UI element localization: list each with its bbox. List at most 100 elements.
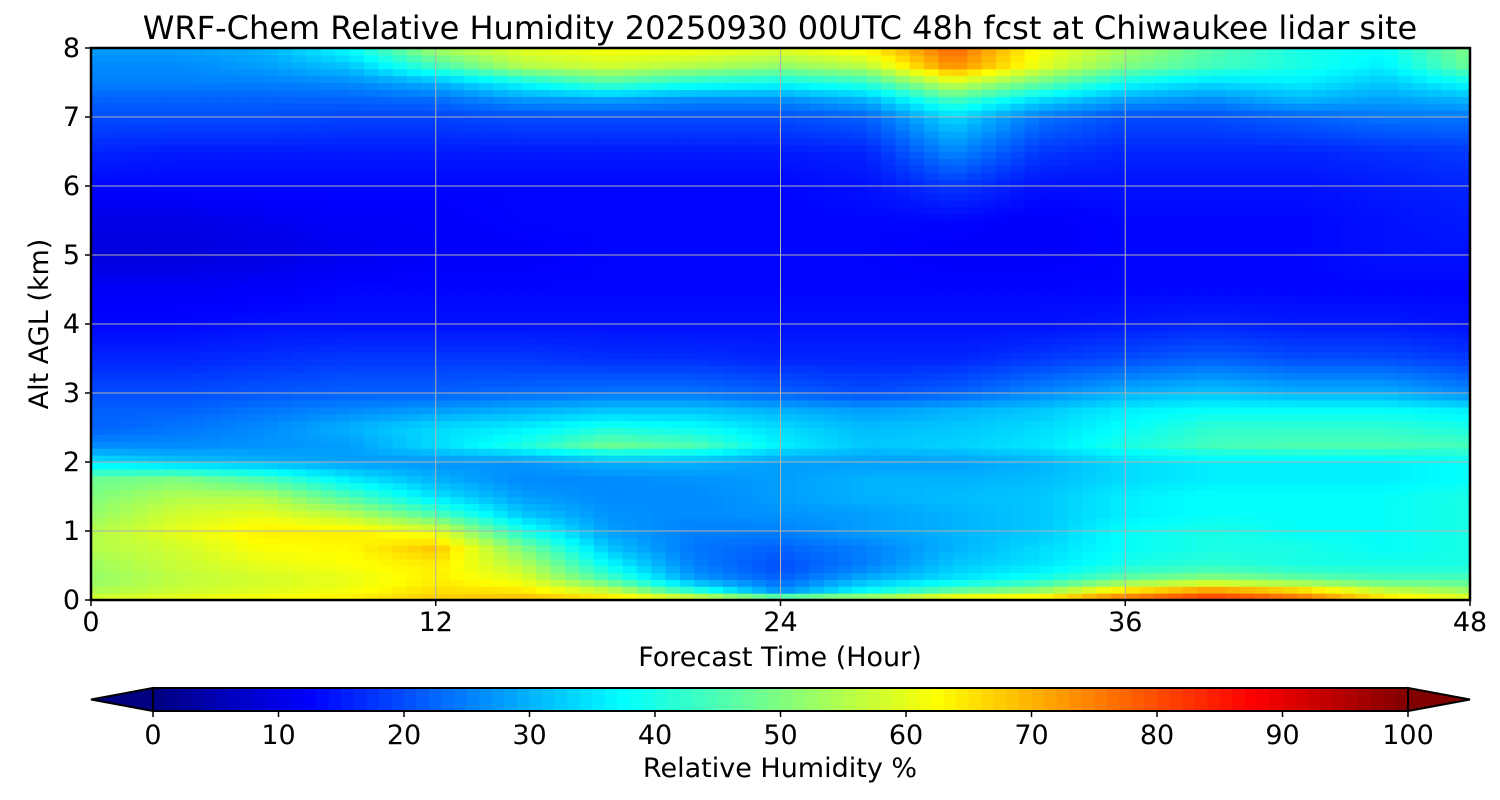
rh-cell: [1268, 572, 1284, 580]
rh-cell: [780, 579, 796, 587]
rh-cell: [1340, 475, 1356, 484]
rh-cell: [1311, 310, 1327, 318]
rh-cell: [105, 234, 121, 242]
rh-cell: [751, 393, 767, 401]
rh-cell: [809, 537, 825, 546]
rh-cell: [277, 379, 293, 387]
rh-cell: [335, 544, 351, 553]
rh-cell: [378, 372, 394, 380]
rh-cell: [1254, 537, 1270, 546]
rh-cell: [608, 282, 624, 291]
rh-cell: [1412, 537, 1428, 546]
rh-cell: [952, 489, 968, 498]
rh-cell: [881, 406, 897, 415]
rh-cell: [866, 434, 882, 442]
rh-cell: [1125, 503, 1141, 511]
rh-cell: [1268, 586, 1284, 594]
rh-cell: [780, 413, 796, 422]
rh-cell: [363, 393, 379, 401]
rh-cell: [593, 379, 609, 387]
rh-cell: [421, 358, 437, 366]
rh-cell: [507, 261, 523, 270]
rh-cell: [249, 289, 264, 297]
rh-cell: [292, 579, 308, 587]
rh-cell: [392, 268, 408, 277]
rh-cell: [1125, 517, 1141, 525]
rh-cell: [1326, 351, 1342, 360]
rh-cell: [780, 379, 796, 387]
rh-cell: [651, 255, 667, 263]
rh-cell: [622, 558, 638, 567]
rh-cell: [1268, 386, 1284, 394]
rh-cell: [608, 248, 624, 256]
rh-cell: [895, 386, 911, 394]
rh-cell: [665, 317, 681, 325]
rh-cell: [909, 537, 925, 546]
rh-cell: [493, 565, 509, 573]
rh-cell: [1455, 496, 1470, 504]
rh-cell: [1082, 324, 1098, 332]
rh-cell: [1024, 482, 1040, 491]
rh-cell: [1426, 524, 1442, 532]
rh-cell: [349, 468, 365, 477]
rh-cell: [823, 393, 839, 401]
rh-cell: [852, 517, 868, 525]
rh-cell: [952, 468, 968, 477]
rh-cell: [952, 372, 968, 380]
rh-cell: [794, 261, 810, 270]
rh-cell: [809, 503, 825, 511]
rh-cell: [608, 406, 624, 415]
rh-cell: [967, 275, 983, 284]
rh-cell: [407, 296, 422, 304]
rh-cell: [737, 434, 753, 442]
rh-cell: [737, 406, 753, 415]
rh-cell: [938, 551, 954, 560]
rh-cell: [952, 579, 968, 587]
rh-cell: [1182, 434, 1198, 442]
rh-cell: [1153, 448, 1169, 456]
rh-cell: [651, 372, 667, 380]
rh-cell: [1455, 248, 1470, 256]
rh-cell: [1441, 324, 1457, 332]
rh-cell: [837, 275, 853, 284]
rh-cell: [493, 255, 509, 263]
rh-cell: [1010, 261, 1026, 270]
rh-cell: [1398, 565, 1414, 573]
rh-cell: [277, 241, 293, 249]
rh-cell: [306, 358, 322, 366]
rh-cell: [1398, 482, 1414, 491]
rh-cell: [823, 531, 839, 539]
rh-cell: [1441, 248, 1457, 256]
rh-cell: [450, 468, 466, 477]
rh-cell: [1110, 524, 1126, 532]
rh-cell: [1340, 503, 1356, 511]
rh-cell: [1197, 524, 1213, 532]
rh-cell: [1110, 358, 1126, 366]
rh-cell: [105, 399, 121, 408]
rh-cell: [249, 393, 264, 401]
rh-cell: [909, 282, 925, 291]
rh-cell: [292, 441, 308, 449]
rh-cell: [1254, 586, 1270, 594]
rh-cell: [967, 372, 983, 380]
rh-cell: [91, 317, 106, 325]
rh-cell: [249, 406, 264, 415]
rh-cell: [837, 544, 853, 553]
rh-cell: [507, 393, 523, 401]
rh-cell: [162, 372, 178, 380]
rh-cell: [866, 413, 882, 422]
rh-cell: [809, 289, 825, 297]
rh-cell: [292, 462, 308, 470]
rh-cell: [1326, 310, 1342, 318]
rh-cell: [1326, 365, 1342, 373]
rh-cell: [1168, 255, 1184, 263]
rh-cell: [766, 565, 782, 573]
rh-cell: [162, 434, 178, 442]
rh-cell: [708, 544, 724, 553]
rh-cell: [421, 413, 437, 422]
rh-cell: [464, 261, 480, 270]
rh-cell: [651, 434, 667, 442]
rh-cell: [148, 261, 164, 270]
rh-cell: [952, 289, 968, 297]
rh-cell: [1010, 455, 1026, 463]
